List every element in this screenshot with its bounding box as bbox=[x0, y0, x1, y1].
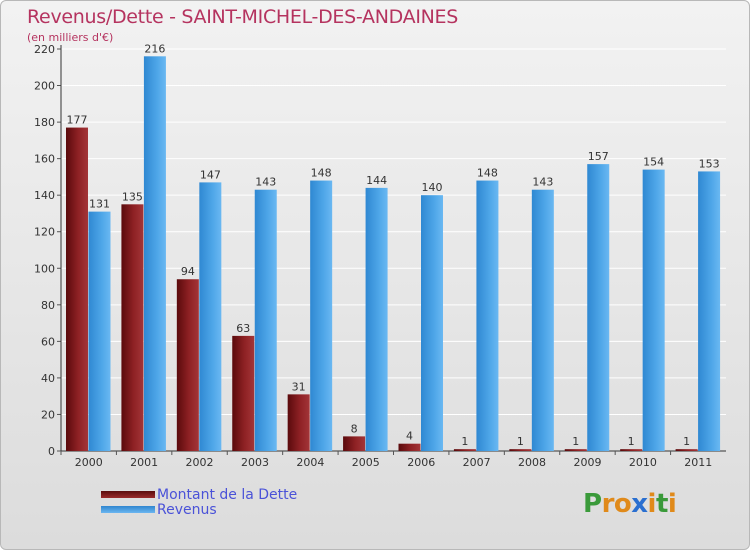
logo-letter: i bbox=[647, 489, 657, 519]
bar-revenue bbox=[365, 187, 388, 451]
x-tick-label: 2005 bbox=[352, 456, 380, 469]
data-label-revenue: 157 bbox=[588, 150, 609, 163]
data-label-debt: 1 bbox=[517, 435, 524, 448]
data-label-debt: 135 bbox=[122, 190, 143, 203]
bar-debt bbox=[66, 127, 88, 451]
data-label-revenue: 147 bbox=[200, 168, 221, 181]
x-tick-label: 2002 bbox=[186, 456, 214, 469]
y-tick-label: 100 bbox=[34, 262, 55, 275]
data-label-debt: 31 bbox=[292, 380, 306, 393]
bar-debt bbox=[121, 204, 144, 451]
data-label-revenue: 153 bbox=[699, 157, 720, 170]
data-label-revenue: 216 bbox=[144, 42, 165, 55]
bar-revenue bbox=[310, 180, 333, 451]
bar-revenue bbox=[476, 180, 499, 451]
bar-debt bbox=[564, 449, 587, 451]
legend-swatch-debt bbox=[101, 491, 155, 498]
y-tick-label: 180 bbox=[34, 116, 55, 129]
x-tick-label: 2004 bbox=[296, 456, 324, 469]
data-label-revenue: 148 bbox=[477, 167, 498, 180]
y-tick-label: 160 bbox=[34, 153, 55, 166]
bar-debt bbox=[232, 335, 255, 451]
data-label-debt: 94 bbox=[181, 265, 195, 278]
data-label-debt: 1 bbox=[572, 435, 579, 448]
data-label-revenue: 143 bbox=[255, 176, 276, 189]
bar-debt bbox=[398, 443, 421, 451]
x-tick-label: 2000 bbox=[75, 456, 103, 469]
logo-letter: i bbox=[667, 489, 677, 519]
x-tick-label: 2007 bbox=[463, 456, 491, 469]
x-tick-label: 2006 bbox=[407, 456, 435, 469]
y-tick-label: 200 bbox=[34, 80, 55, 93]
chart-subtitle: (en milliers d'€) bbox=[27, 31, 114, 44]
legend-label-revenue: Revenus bbox=[157, 501, 217, 518]
bar-debt bbox=[176, 279, 199, 451]
y-tick-label: 20 bbox=[41, 408, 55, 421]
data-label-debt: 63 bbox=[236, 322, 250, 335]
logo-letter: t bbox=[655, 489, 668, 519]
y-tick-label: 0 bbox=[48, 445, 55, 458]
legend-item-revenue: Revenus bbox=[101, 501, 297, 518]
bar-revenue bbox=[531, 189, 554, 451]
x-tick-label: 2003 bbox=[241, 456, 269, 469]
bar-debt bbox=[509, 449, 532, 451]
legend-label-debt: Montant de la Dette bbox=[157, 486, 298, 503]
y-tick-label: 40 bbox=[41, 372, 55, 385]
y-tick-label: 140 bbox=[34, 189, 55, 202]
x-tick-label: 2011 bbox=[684, 456, 712, 469]
legend-swatch-revenue bbox=[101, 506, 155, 513]
logo-letter: o bbox=[613, 489, 632, 519]
data-label-debt: 8 bbox=[351, 422, 358, 435]
legend: Montant de la Dette Revenus bbox=[101, 486, 298, 518]
bar-revenue bbox=[88, 211, 111, 451]
data-label-debt: 177 bbox=[67, 114, 88, 127]
x-tick-label: 2009 bbox=[573, 456, 601, 469]
data-label-revenue: 140 bbox=[422, 181, 443, 194]
bar-debt bbox=[287, 394, 310, 451]
data-label-revenue: 144 bbox=[366, 174, 387, 187]
data-label-debt: 1 bbox=[461, 435, 468, 448]
y-tick-label: 80 bbox=[41, 299, 55, 312]
bar-revenue bbox=[143, 56, 166, 452]
logo-letter: x bbox=[631, 489, 648, 519]
bar-revenue bbox=[254, 189, 277, 451]
bar-debt bbox=[343, 436, 366, 451]
data-label-revenue: 154 bbox=[643, 156, 664, 169]
logo-letter: r bbox=[601, 489, 615, 519]
bar-debt bbox=[675, 449, 698, 451]
bar-debt bbox=[453, 449, 476, 451]
bar-revenue bbox=[587, 164, 610, 452]
x-tick-label: 2008 bbox=[518, 456, 546, 469]
data-label-debt: 1 bbox=[628, 435, 635, 448]
x-tick-label: 2010 bbox=[629, 456, 657, 469]
data-label-revenue: 148 bbox=[311, 167, 332, 180]
bar-revenue bbox=[642, 169, 665, 451]
bar-revenue bbox=[199, 182, 222, 451]
data-label-revenue: 131 bbox=[89, 198, 110, 211]
x-tick-label: 2001 bbox=[130, 456, 158, 469]
data-label-revenue: 143 bbox=[532, 176, 553, 189]
y-tick-label: 120 bbox=[34, 226, 55, 239]
proxiti-logo: Proxiti bbox=[583, 489, 677, 519]
logo-letter: P bbox=[583, 489, 602, 519]
y-tick-label: 220 bbox=[34, 43, 55, 56]
bar-debt bbox=[620, 449, 643, 451]
legend-item-debt: Montant de la Dette bbox=[101, 486, 298, 503]
y-tick-label: 60 bbox=[41, 335, 55, 348]
data-label-debt: 4 bbox=[406, 430, 413, 443]
bar-revenue bbox=[421, 195, 443, 451]
data-label-debt: 1 bbox=[683, 435, 690, 448]
chart-title: Revenus/Dette - SAINT-MICHEL-DES-ANDAINE… bbox=[27, 6, 459, 28]
bar-revenue bbox=[698, 171, 721, 451]
